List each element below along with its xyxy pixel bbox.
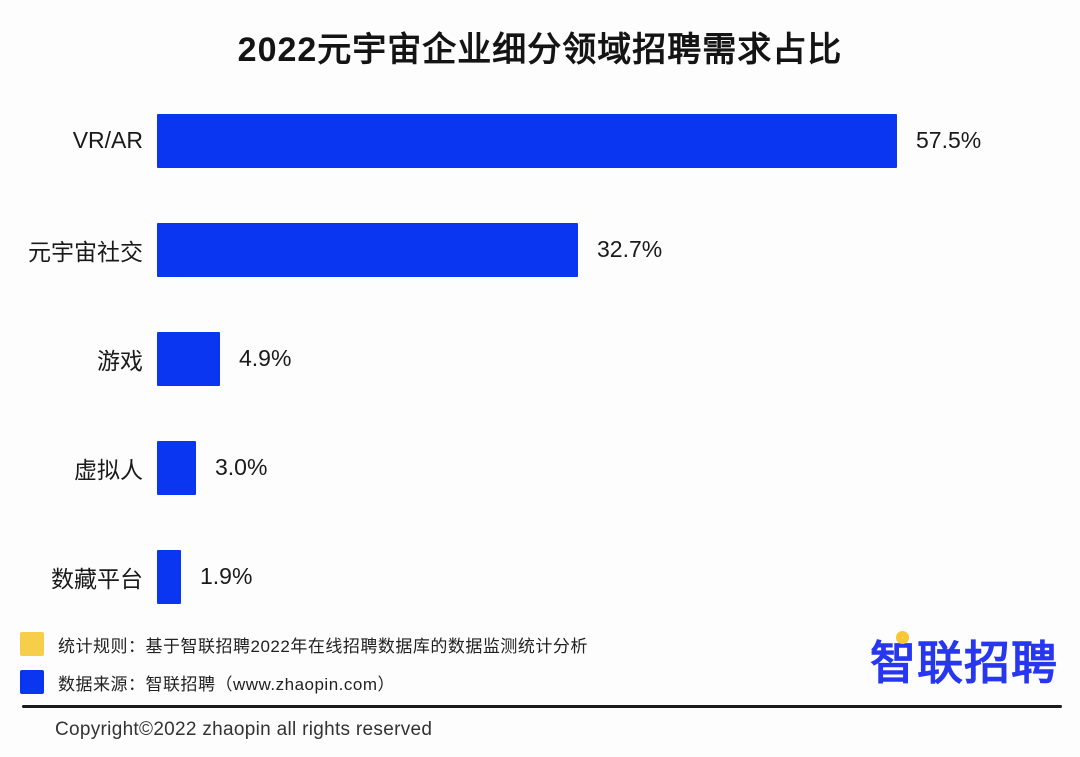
category-label: 虚拟人 [74, 456, 143, 483]
chart-title: 2022元宇宙企业细分领域招聘需求占比 [237, 31, 843, 69]
category-label: 游戏 [97, 347, 143, 374]
category-label: VR/AR [72, 127, 143, 153]
bar-games [157, 331, 220, 386]
bar-row: VR/AR 57.5% [0, 86, 1080, 195]
copyright-text: Copyright©2022 zhaopin all rights reserv… [55, 719, 433, 740]
category-label: 数藏平台 [51, 565, 143, 592]
logo-yellow-ring-icon [896, 631, 909, 644]
logo-rest-chars: 联招聘 [917, 637, 1058, 689]
yellow-square-icon [20, 632, 44, 656]
bar-row: 虚拟人 3.0% [0, 413, 1080, 522]
bar-row: 游戏 4.9% [0, 304, 1080, 413]
footnote-text: 统计规则：基于智联招聘2022年在线招聘数据库的数据监测统计分析 [58, 636, 588, 656]
bar-chart: VR/AR 57.5% 元宇宙社交 32.7% 游戏 4.9% 虚拟人 [0, 86, 1080, 631]
bar-row: 数藏平台 1.9% [0, 522, 1080, 631]
value-label: 32.7% [597, 236, 663, 262]
footnotes: 统计规则：基于智联招聘2022年在线招聘数据库的数据监测统计分析 数据来源：智联… [20, 632, 588, 708]
bar-vr-ar [157, 113, 897, 168]
bar-digital-collection [157, 549, 181, 604]
bar-metaverse-social [157, 222, 578, 277]
divider-line [22, 705, 1062, 708]
value-label: 3.0% [215, 454, 268, 480]
blue-square-icon [20, 670, 44, 694]
zhaopin-logo: 智联招聘 [870, 631, 1058, 694]
value-label: 1.9% [200, 563, 253, 589]
category-label: 元宇宙社交 [28, 238, 143, 265]
value-label: 57.5% [916, 127, 982, 153]
footnote-stat-rule: 统计规则：基于智联招聘2022年在线招聘数据库的数据监测统计分析 [20, 632, 588, 656]
logo-first-char: 智 [870, 637, 917, 689]
bar-virtual-human [157, 440, 196, 495]
value-label: 4.9% [239, 345, 292, 371]
footnote-text: 数据来源：智联招聘（www.zhaopin.com） [58, 674, 396, 694]
footnote-data-source: 数据来源：智联招聘（www.zhaopin.com） [20, 670, 588, 694]
bar-row: 元宇宙社交 32.7% [0, 195, 1080, 304]
